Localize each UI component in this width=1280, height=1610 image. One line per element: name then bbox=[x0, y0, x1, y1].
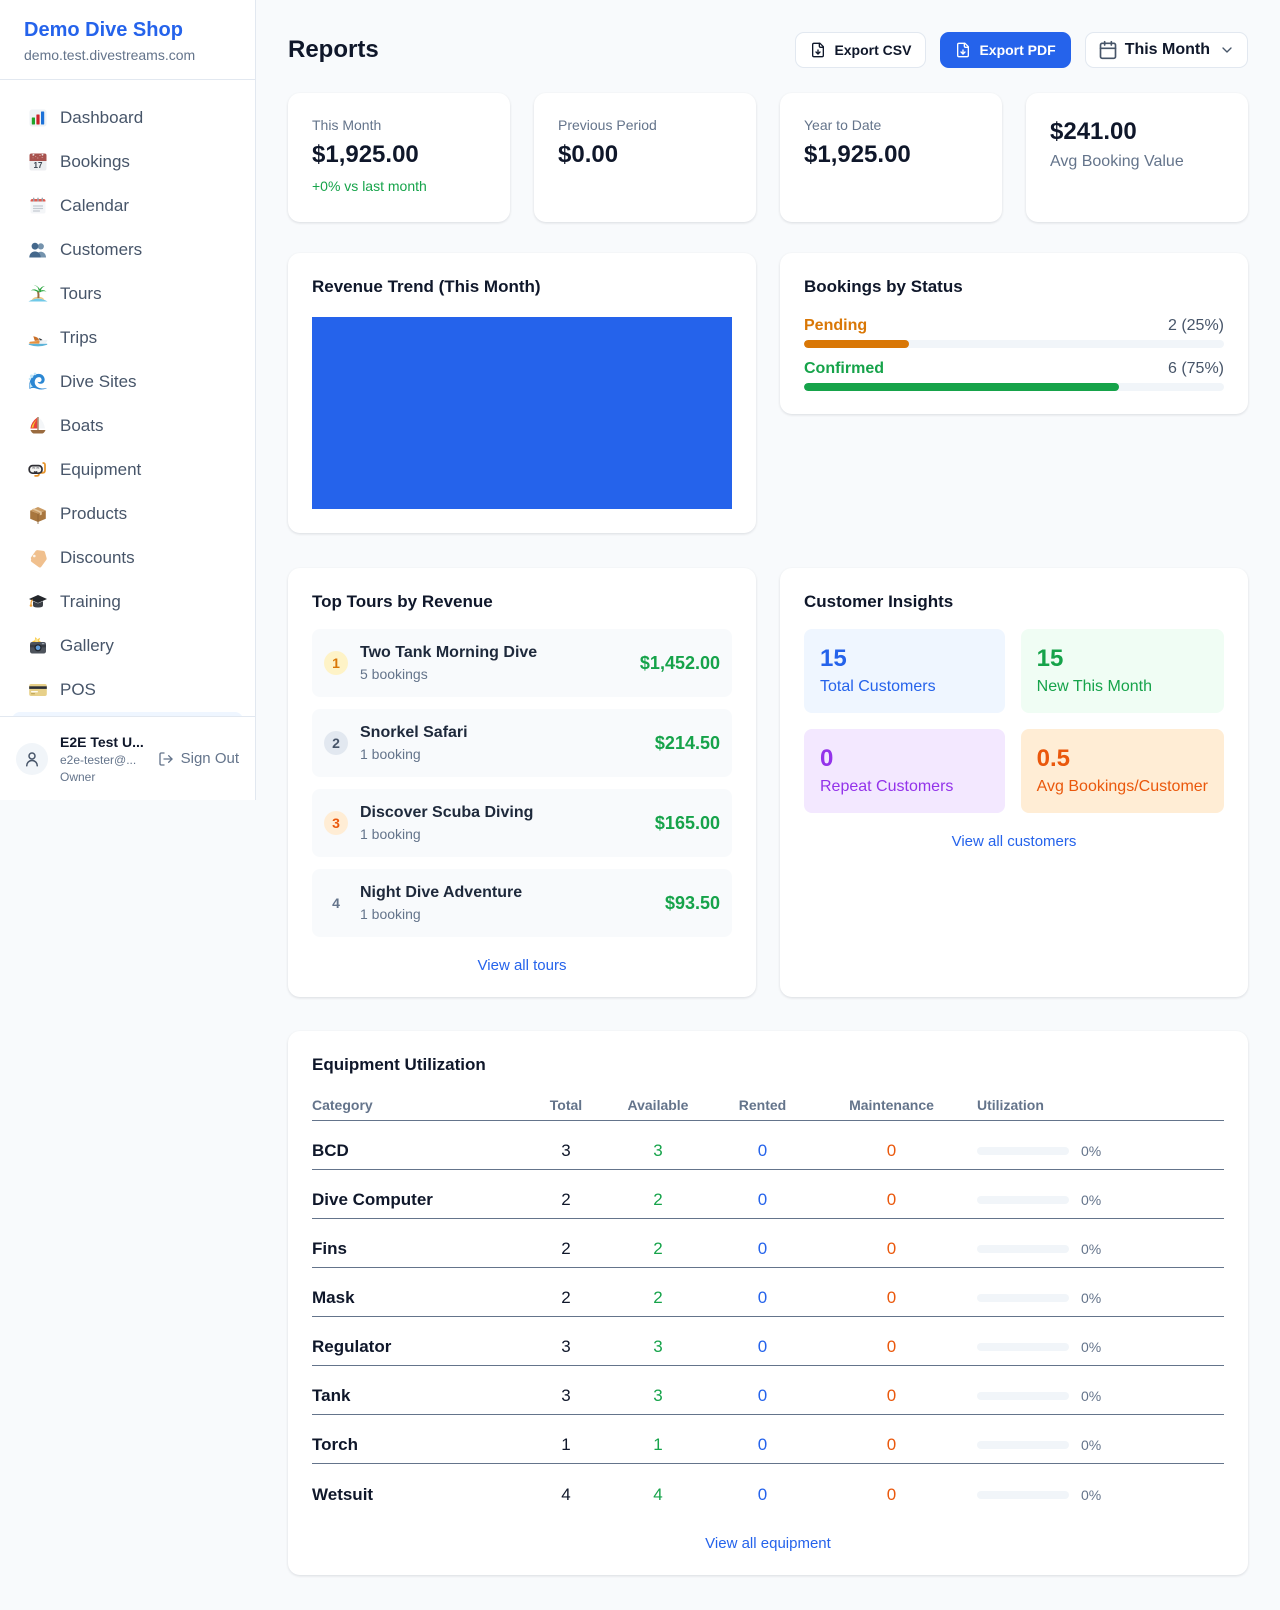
svg-text:17: 17 bbox=[34, 161, 43, 170]
